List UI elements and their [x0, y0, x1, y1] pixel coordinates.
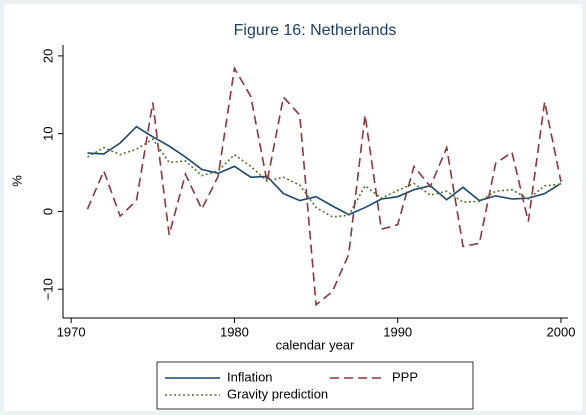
y-tick-label: 0 [40, 208, 55, 215]
series-line [86, 65, 562, 307]
legend-label: PPP [392, 369, 418, 384]
legend-box [156, 361, 474, 410]
chart-title: Figure 16: Netherlands [234, 22, 397, 39]
x-tick-label: 1980 [220, 324, 249, 339]
legend-label: Gravity prediction [227, 386, 328, 401]
x-tick-label: 1970 [57, 324, 86, 339]
y-axis-title: % [9, 175, 24, 187]
y-tick-label: 10 [40, 126, 55, 140]
series-line [87, 138, 562, 218]
legend-label: Inflation [227, 369, 273, 384]
graph-region [4, 4, 582, 411]
y-tick-label: 20 [40, 49, 55, 63]
x-tick-label: 2000 [547, 324, 576, 339]
x-tick-label: 1990 [383, 324, 412, 339]
y-tick-label: −10 [40, 278, 55, 300]
x-axis-title: calendar year [276, 337, 355, 352]
